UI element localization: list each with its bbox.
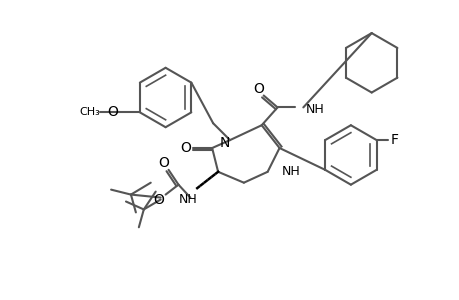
Text: NH: NH	[281, 165, 300, 178]
Text: NH: NH	[305, 103, 323, 116]
Text: NH: NH	[179, 193, 197, 206]
Text: O: O	[253, 82, 263, 96]
Text: O: O	[158, 156, 169, 170]
Text: O: O	[179, 141, 190, 155]
Text: O: O	[153, 193, 164, 206]
Text: CH₃: CH₃	[79, 107, 100, 117]
Text: O: O	[107, 105, 118, 119]
Text: F: F	[390, 133, 397, 147]
Text: N: N	[219, 136, 230, 150]
